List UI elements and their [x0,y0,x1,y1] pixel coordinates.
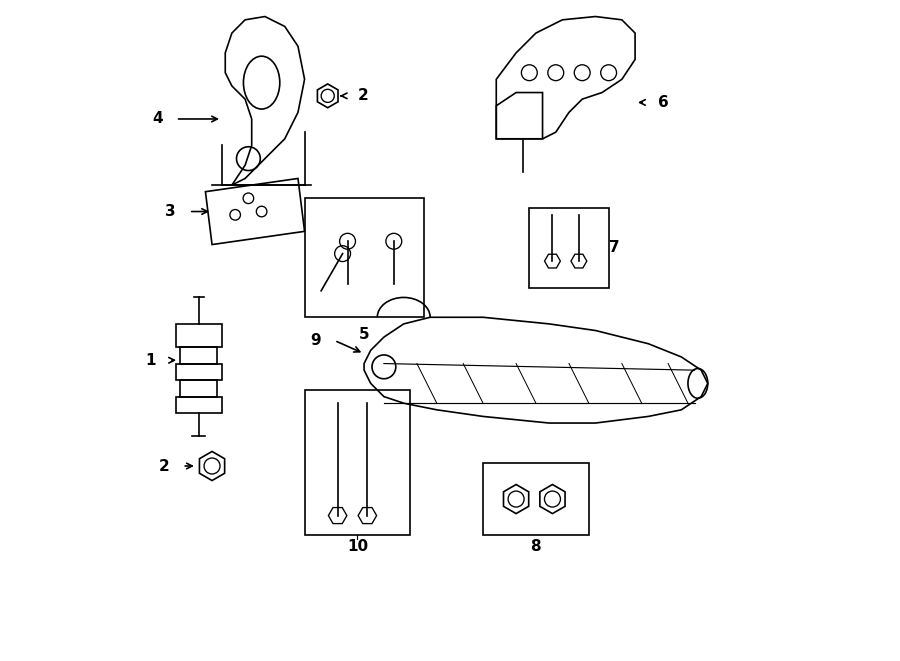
Bar [304,198,424,317]
Bar [483,463,589,535]
Text: 5: 5 [359,327,369,342]
Text: 1: 1 [146,353,156,368]
Bar [180,380,217,397]
Text: 7: 7 [608,241,619,255]
Text: 8: 8 [531,539,541,554]
Text: 3: 3 [165,204,176,219]
Text: 10: 10 [346,539,368,554]
Text: 2: 2 [158,459,169,473]
Text: 9: 9 [310,333,321,348]
Bar [529,208,608,288]
Text: 2: 2 [357,89,368,103]
Bar [176,397,222,413]
Bar [180,347,217,364]
Bar [176,364,222,380]
Bar [304,390,410,535]
Text: 4: 4 [152,112,163,126]
Bar [176,324,222,347]
Text: 6: 6 [658,95,669,110]
